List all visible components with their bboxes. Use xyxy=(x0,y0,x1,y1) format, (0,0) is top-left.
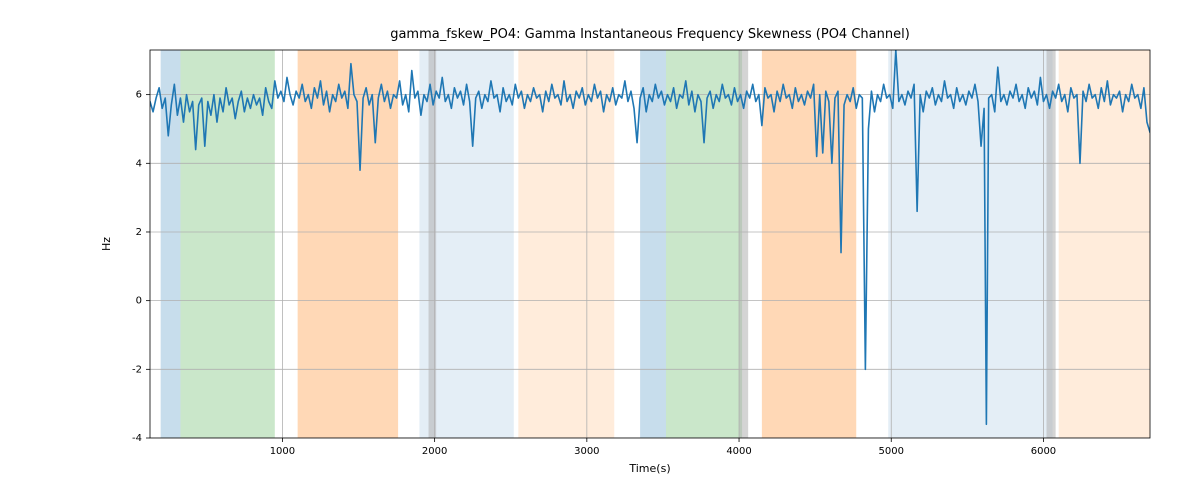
x-tick-label: 3000 xyxy=(574,446,599,457)
y-axis-ticks: -4 -2 0 2 4 6 xyxy=(132,90,150,444)
shaded-band xyxy=(888,50,1052,438)
shaded-band xyxy=(762,50,856,438)
chart-root: 1000 2000 3000 4000 5000 6000 -4 -2 0 2 4 6 gamma_… xyxy=(0,0,1200,500)
x-tick-label: 6000 xyxy=(1031,446,1056,457)
y-axis-label: Hz xyxy=(100,237,113,251)
y-tick-label: 6 xyxy=(136,90,142,101)
shaded-band xyxy=(1059,50,1150,438)
y-tick-label: -2 xyxy=(132,364,142,375)
shaded-band xyxy=(1046,50,1055,438)
chart-svg: 1000 2000 3000 4000 5000 6000 -4 -2 0 2 4 6 gamma_… xyxy=(0,0,1200,500)
x-tick-label: 4000 xyxy=(726,446,751,457)
x-axis-ticks: 1000 2000 3000 4000 5000 6000 xyxy=(270,438,1056,457)
x-tick-label: 1000 xyxy=(270,446,295,457)
y-tick-label: 2 xyxy=(136,227,142,238)
shaded-band xyxy=(640,50,666,438)
y-tick-label: -4 xyxy=(132,433,142,444)
y-tick-label: 4 xyxy=(136,158,142,169)
chart-title: gamma_fskew_PO4: Gamma Instantaneous Fre… xyxy=(390,27,910,42)
shaded-bands xyxy=(161,50,1150,438)
x-axis-label: Time(s) xyxy=(628,462,670,475)
y-tick-label: 0 xyxy=(136,296,142,307)
shaded-band xyxy=(518,50,614,438)
x-tick-label: 5000 xyxy=(879,446,904,457)
x-tick-label: 2000 xyxy=(422,446,447,457)
